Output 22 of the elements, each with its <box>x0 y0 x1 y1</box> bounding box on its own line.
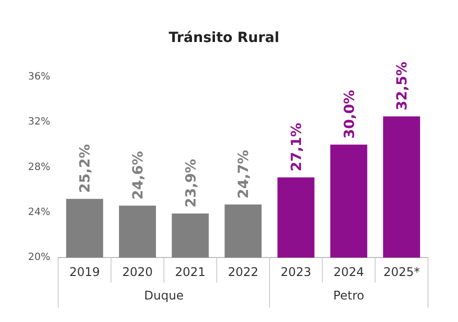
chart-title: Tránsito Rural <box>168 30 280 46</box>
data-label: 30,0% <box>342 90 358 139</box>
x-tick-label: 2019 <box>69 264 100 279</box>
data-label: 23,9% <box>183 158 200 208</box>
data-label: 27,1% <box>288 122 305 172</box>
y-tick-label: 28% <box>28 162 50 173</box>
text: Duque <box>144 288 184 303</box>
x-tick-label: 2020 <box>122 264 153 279</box>
y-tick-label: 32% <box>28 116 50 128</box>
y-tick-label: 24% <box>28 206 50 218</box>
x-tick-label: 2021 <box>175 264 206 279</box>
x-tick-label: 2023 <box>280 264 312 279</box>
x-tick-label: 2022 <box>228 264 258 279</box>
text: Petro <box>333 288 364 303</box>
data-label: 32,5% <box>394 62 411 110</box>
y-tick-label: 36% <box>28 71 50 82</box>
x-tick-label: 2024 <box>333 264 364 279</box>
data-label: 24,6% <box>130 151 146 200</box>
data-label: 24,7% <box>236 150 252 198</box>
x-tick-label: 2025* <box>383 264 420 279</box>
y-tick-label: 20% <box>28 252 50 264</box>
data-label: 25,2% <box>78 144 94 193</box>
